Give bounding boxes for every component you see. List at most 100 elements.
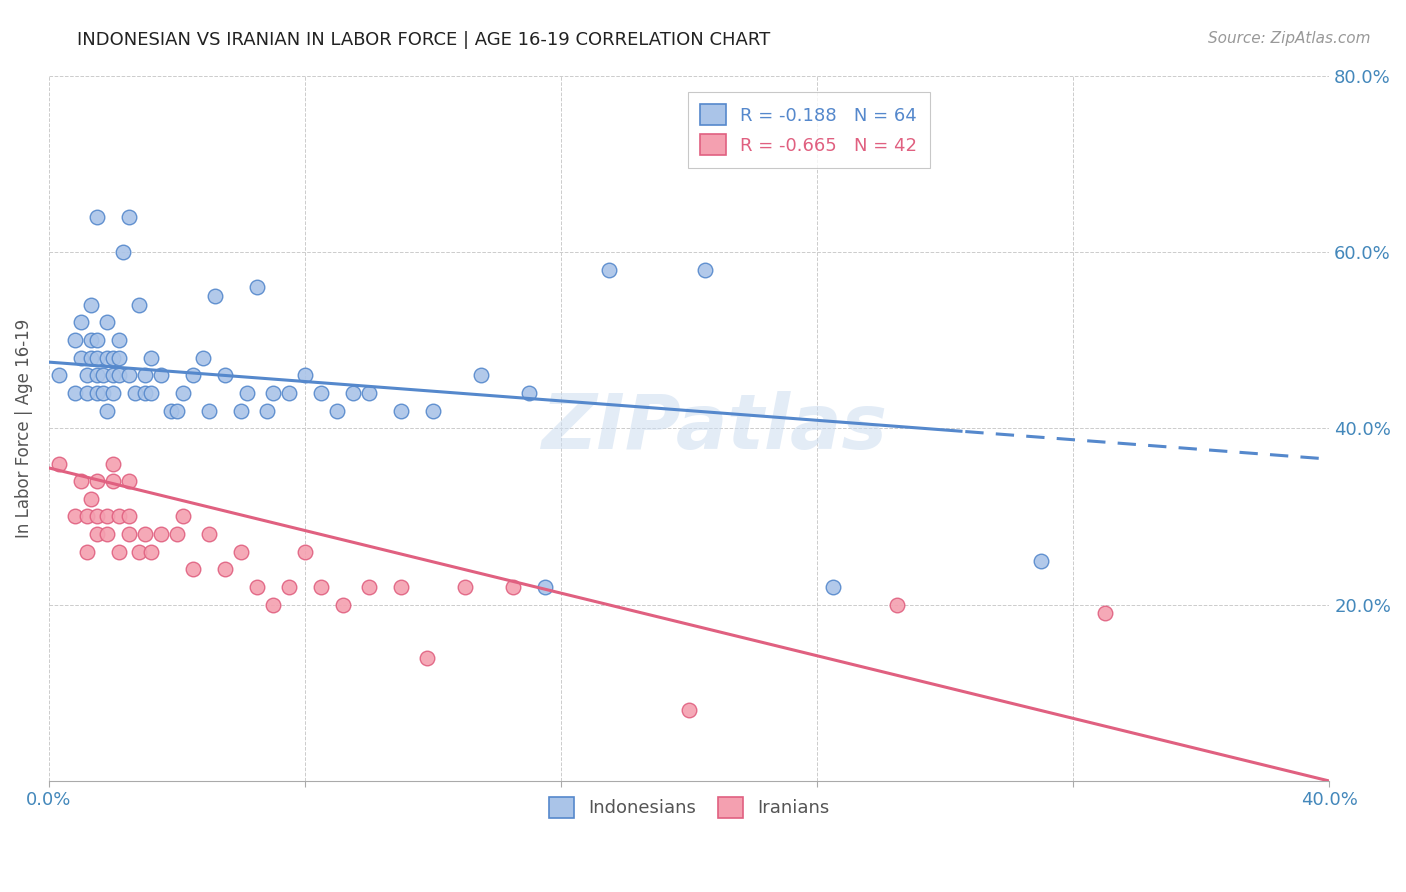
Point [454,580,477,594]
Point [1031,553,1053,567]
Point [309,580,332,594]
Point [70,351,93,365]
Point [166,527,188,541]
Point [294,368,316,383]
Point [70,315,93,329]
Point [86,474,108,488]
Point [326,403,349,417]
Point [342,386,364,401]
Point [86,351,108,365]
Point [229,545,252,559]
Point [229,403,252,417]
Point [534,580,557,594]
Point [63,509,86,524]
Point [79,351,101,365]
Point [278,580,301,594]
Point [191,351,214,365]
Point [502,580,524,594]
Point [118,368,141,383]
Point [128,545,150,559]
Y-axis label: In Labor Force | Age 16-19: In Labor Force | Age 16-19 [15,318,32,538]
Point [96,509,118,524]
Point [141,351,163,365]
Point [128,298,150,312]
Point [389,580,412,594]
Point [79,333,101,347]
Point [101,368,124,383]
Point [86,527,108,541]
Point [256,403,278,417]
Point [63,333,86,347]
Point [214,562,236,576]
Point [70,474,93,488]
Point [150,368,173,383]
Point [134,368,156,383]
Point [63,386,86,401]
Point [357,386,380,401]
Point [76,368,98,383]
Point [108,545,131,559]
Point [278,386,301,401]
Point [93,386,115,401]
Point [101,474,124,488]
Point [118,509,141,524]
Point [141,386,163,401]
Point [470,368,492,383]
Point [695,262,717,277]
Point [181,368,204,383]
Point [172,509,194,524]
Point [134,527,156,541]
Point [101,457,124,471]
Point [236,386,259,401]
Point [86,333,108,347]
Point [86,509,108,524]
Point [141,545,163,559]
Point [86,210,108,224]
Point [198,527,221,541]
Point [262,386,284,401]
Point [309,386,332,401]
Point [93,368,115,383]
Text: Source: ZipAtlas.com: Source: ZipAtlas.com [1208,31,1371,46]
Point [1094,607,1116,621]
Point [108,509,131,524]
Point [101,351,124,365]
Point [332,598,354,612]
Point [96,315,118,329]
Point [357,580,380,594]
Point [118,527,141,541]
Point [48,368,70,383]
Point [96,527,118,541]
Point [172,386,194,401]
Point [79,491,101,506]
Point [823,580,845,594]
Point [517,386,540,401]
Point [111,244,134,259]
Point [598,262,620,277]
Point [76,386,98,401]
Point [86,386,108,401]
Point [76,509,98,524]
Point [246,580,269,594]
Point [96,403,118,417]
Point [389,403,412,417]
Point [214,368,236,383]
Point [159,403,181,417]
Point [246,280,269,294]
Point [124,386,146,401]
Legend: Indonesians, Iranians: Indonesians, Iranians [541,789,837,825]
Point [79,298,101,312]
Point [422,403,444,417]
Point [118,474,141,488]
Point [76,545,98,559]
Point [166,403,188,417]
Point [108,333,131,347]
Point [886,598,908,612]
Point [150,527,173,541]
Point [294,545,316,559]
Point [181,562,204,576]
Point [86,368,108,383]
Point [48,457,70,471]
Point [108,368,131,383]
Text: INDONESIAN VS IRANIAN IN LABOR FORCE | AGE 16-19 CORRELATION CHART: INDONESIAN VS IRANIAN IN LABOR FORCE | A… [77,31,770,49]
